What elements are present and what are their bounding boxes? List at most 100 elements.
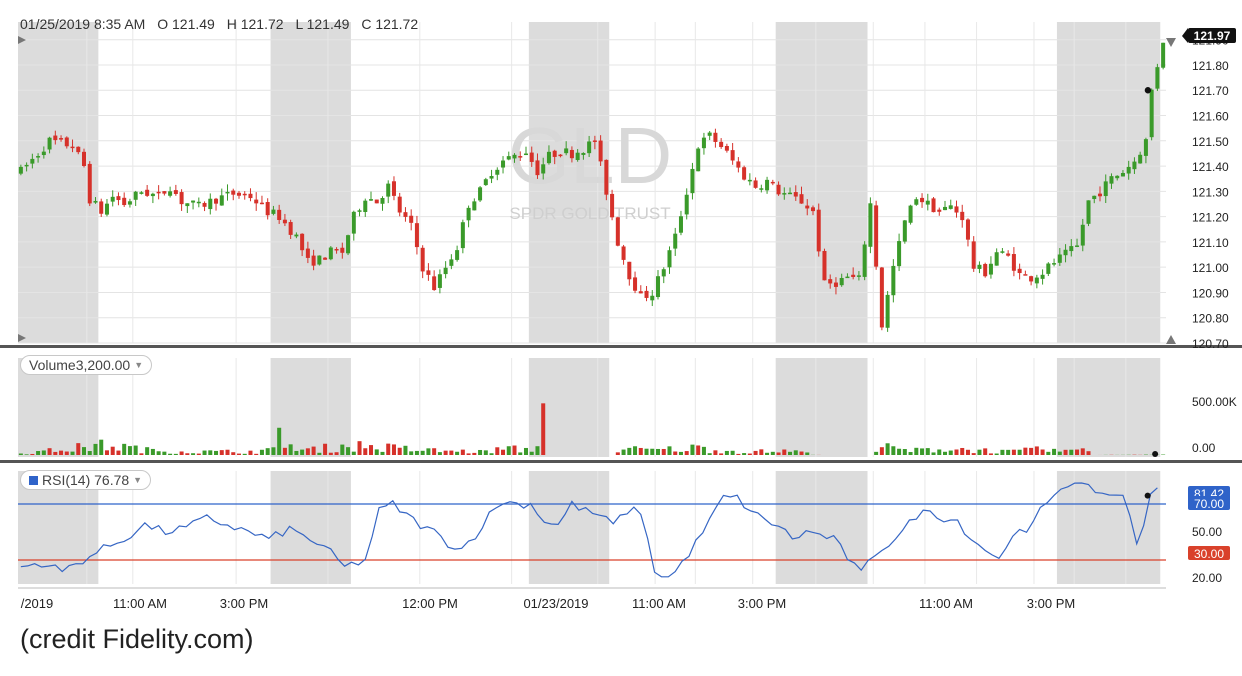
candle-body — [965, 219, 970, 240]
candle-body — [374, 199, 379, 204]
rsi-oversold-badge-text: 30.00 — [1194, 547, 1224, 561]
volume-bar — [265, 448, 270, 455]
volume-bar — [162, 451, 167, 455]
candle-body — [386, 183, 391, 197]
volume-bar — [460, 449, 465, 455]
candle-body — [1149, 89, 1154, 138]
volume-bar — [925, 448, 930, 455]
volume-bar — [282, 447, 287, 455]
candle-body — [782, 193, 787, 195]
volume-bar — [259, 449, 264, 455]
candle-body — [874, 205, 879, 267]
volume-bar — [707, 453, 712, 455]
volume-bar — [805, 452, 810, 455]
volume-bar — [294, 450, 299, 455]
last-price-badge — [1188, 28, 1236, 43]
candle-body — [776, 184, 781, 195]
price-tick-label: 121.50 — [1192, 135, 1229, 149]
candle-body — [1143, 139, 1148, 156]
volume-bar — [357, 441, 362, 455]
session-shade — [270, 22, 351, 343]
volume-bar — [214, 450, 219, 455]
volume-value: 3,200.00 — [75, 357, 131, 373]
volume-bar — [724, 450, 729, 455]
volume-bar — [18, 453, 23, 455]
volume-bar — [696, 445, 701, 455]
volume-bar — [122, 443, 127, 455]
volume-bar — [323, 443, 328, 455]
candle-body — [925, 200, 930, 205]
candle-body — [1046, 263, 1051, 274]
candle-body — [460, 222, 465, 249]
volume-bar — [920, 448, 925, 455]
candle-body — [604, 159, 609, 195]
volume-bar — [1063, 449, 1068, 455]
candle-body — [1052, 263, 1057, 265]
price-tick-label: 121.70 — [1192, 84, 1229, 98]
volume-bar — [202, 450, 207, 455]
volume-bar — [110, 446, 115, 455]
candle-body — [960, 211, 965, 221]
candle-body — [70, 146, 75, 149]
ohlc-low: L 121.49 — [295, 16, 350, 32]
candle-body — [1011, 254, 1016, 271]
shaded-sessions — [18, 22, 1161, 584]
candle-body — [414, 223, 419, 248]
volume-bar — [994, 453, 999, 455]
volume-bar — [908, 452, 913, 455]
candle-body — [908, 205, 913, 223]
candle-body — [202, 202, 207, 207]
candle-body — [587, 141, 592, 154]
candle-body — [179, 192, 184, 205]
panel-separator — [0, 460, 1242, 463]
volume-bar — [891, 446, 896, 455]
candle-body — [1000, 251, 1005, 253]
rsi-overbought-badge-text: 70.00 — [1194, 497, 1224, 511]
candle-body — [1155, 67, 1160, 89]
candle-body — [592, 140, 597, 142]
session-shade — [1056, 471, 1161, 584]
candle-body — [885, 294, 890, 328]
rsi-lines — [18, 482, 1166, 578]
candle-body — [891, 265, 896, 296]
price-tick-label: 121.40 — [1192, 160, 1229, 174]
volume-bar — [713, 450, 718, 455]
candle-body — [810, 207, 815, 212]
volume-bar — [765, 452, 770, 455]
x-tick-label: /2019 — [21, 596, 54, 611]
price-tick-label: 120.70 — [1192, 337, 1229, 351]
volume-indicator-pill[interactable]: Volume3,200.00 ▼ — [20, 355, 153, 375]
candle-body — [977, 264, 982, 269]
candle-body — [1029, 276, 1034, 282]
volume-bar — [661, 448, 666, 455]
candle-body — [1109, 176, 1114, 184]
candle-body — [845, 276, 850, 279]
candle-body — [1126, 166, 1131, 174]
volume-bar — [317, 452, 322, 455]
candle-body — [294, 234, 299, 237]
volume-bar — [902, 449, 907, 455]
rsi-indicator-pill[interactable]: RSI(14) 76.78 ▼ — [20, 470, 152, 490]
left-arrow-icon — [18, 334, 26, 342]
rsi-overbought-badge — [1188, 496, 1230, 510]
volume-bar — [483, 450, 488, 455]
price-tick-label: 121.60 — [1192, 110, 1229, 124]
volume-bar — [897, 448, 902, 455]
candle-body — [1132, 161, 1137, 170]
volume-bar — [127, 446, 132, 455]
candle-body — [501, 160, 506, 168]
candle-body — [259, 202, 264, 205]
candle-body — [816, 209, 821, 252]
volume-bar — [236, 453, 241, 455]
candle-body — [937, 209, 942, 212]
candle-body — [1092, 195, 1097, 200]
price-tick-label: 120.80 — [1192, 312, 1229, 326]
volume-bar — [954, 449, 959, 455]
volume-bar — [1052, 448, 1057, 455]
volume-bar — [1046, 451, 1051, 455]
candle-body — [569, 149, 574, 159]
price-tick-label: 121.80 — [1192, 59, 1229, 73]
ohlc-datetime: 01/25/2019 8:35 AM — [20, 16, 146, 32]
candle-body — [369, 199, 374, 201]
